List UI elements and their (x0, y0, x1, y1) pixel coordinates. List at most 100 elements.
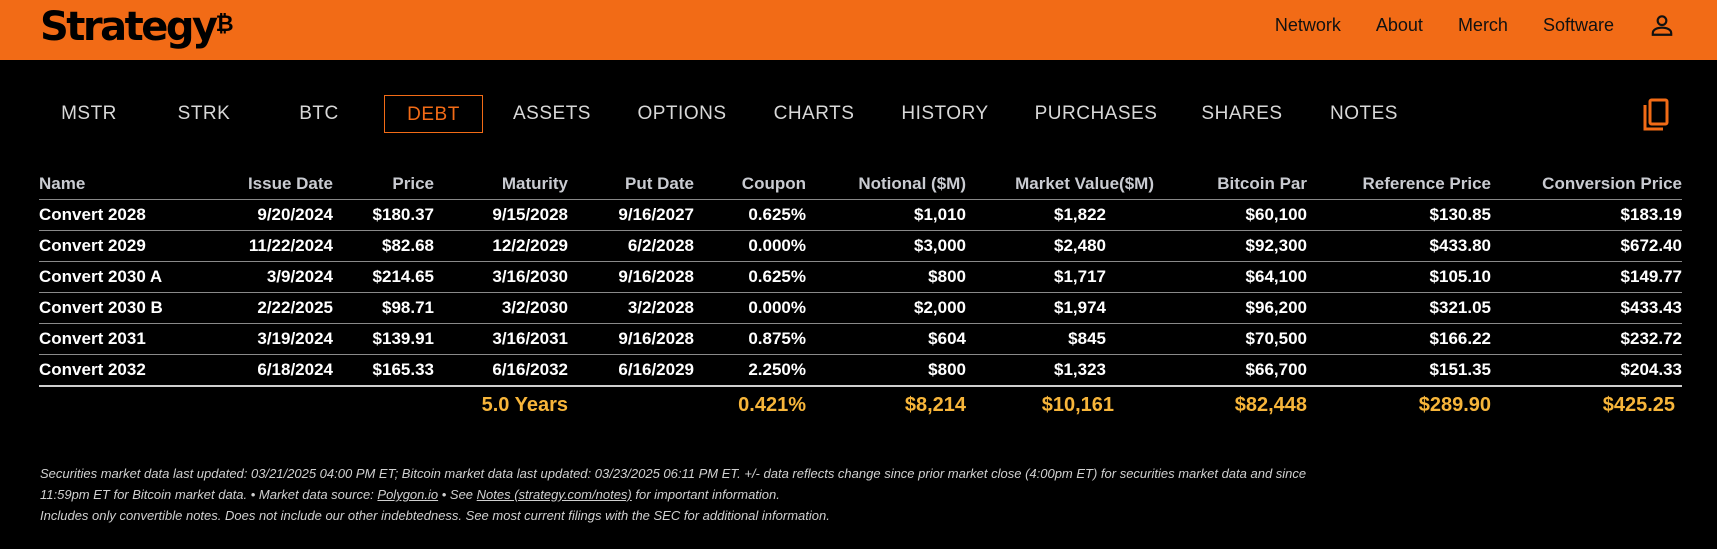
cell-issue-date: 6/18/2024 (186, 354, 333, 387)
cell-market-value: $1,974 (966, 292, 1174, 324)
cell-coupon: 0.625% (694, 261, 806, 293)
notes-link[interactable]: Notes (strategy.com/notes) (476, 487, 632, 502)
cell-maturity: 3/16/2030 (434, 261, 568, 293)
nav-network[interactable]: Network (1274, 14, 1341, 35)
cell-notional: $800 (806, 261, 966, 293)
cell-bitcoin-par: $70,500 (1174, 323, 1307, 355)
cell-name: Convert 2028 (39, 199, 186, 231)
bitcoin-mark-icon: ₿ (215, 12, 234, 37)
tab-btc[interactable]: BTC (299, 103, 339, 124)
cell-price: $214.65 (333, 261, 434, 293)
tab-options[interactable]: OPTIONS (637, 103, 727, 124)
total-market-value: $10,161 (1041, 393, 1114, 416)
cell-coupon: 2.250% (694, 354, 806, 387)
user-account-icon[interactable] (1649, 12, 1675, 38)
col-notional[interactable]: Notional ($M) (806, 169, 966, 200)
cell-maturity: 3/16/2031 (434, 323, 568, 355)
tab-assets[interactable]: ASSETS (513, 103, 591, 124)
cell-issue-date: 9/20/2024 (186, 199, 333, 231)
total-issue-date (186, 386, 333, 423)
cell-name: Convert 2030 B (39, 292, 186, 324)
cell-put-date: 6/16/2029 (568, 354, 694, 387)
table-row: Convert 2029 11/22/2024 $82.68 12/2/2029… (39, 230, 1682, 262)
cell-coupon: 0.000% (694, 292, 806, 324)
col-maturity[interactable]: Maturity (434, 169, 568, 200)
cell-put-date: 3/2/2028 (568, 292, 694, 324)
cell-issue-date: 11/22/2024 (186, 230, 333, 262)
col-market-value[interactable]: Market Value($M) (966, 169, 1174, 200)
cell-coupon: 0.000% (694, 230, 806, 262)
strategy-logo[interactable]: Strategy₿ (40, 2, 234, 56)
top-nav: Network About Merch Software (1275, 0, 1717, 50)
cell-notional: $604 (806, 323, 966, 355)
tab-mstr[interactable]: MSTR (61, 103, 117, 124)
cell-bitcoin-par: $66,700 (1174, 354, 1307, 387)
note-important-text: for important information. (631, 487, 780, 502)
total-conversion-price: $425.25 (1602, 393, 1675, 416)
cell-name: Convert 2029 (39, 230, 186, 262)
tab-notes[interactable]: NOTES (1330, 103, 1398, 124)
cell-notional: $2,000 (806, 292, 966, 324)
cell-coupon: 0.625% (694, 199, 806, 231)
cell-conversion-price: $433.43 (1491, 292, 1682, 324)
cell-put-date: 6/2/2028 (568, 230, 694, 262)
col-bitcoin-par[interactable]: Bitcoin Par (1174, 169, 1307, 200)
total-coupon: 0.421% (738, 393, 806, 416)
cell-notional: $1,010 (806, 199, 966, 231)
cell-conversion-price: $183.19 (1491, 199, 1682, 231)
cell-market-value: $845 (966, 323, 1174, 355)
cell-price: $82.68 (333, 230, 434, 262)
cell-issue-date: 3/9/2024 (186, 261, 333, 293)
cell-maturity: 6/16/2032 (434, 354, 568, 387)
cell-bitcoin-par: $64,100 (1174, 261, 1307, 293)
cell-conversion-price: $149.77 (1491, 261, 1682, 293)
table-row: Convert 2028 9/20/2024 $180.37 9/15/2028… (39, 199, 1682, 231)
total-put-date (568, 386, 694, 423)
cell-put-date: 9/16/2027 (568, 199, 694, 231)
cell-bitcoin-par: $96,200 (1174, 292, 1307, 324)
tab-purchases[interactable]: PURCHASES (1034, 103, 1158, 124)
cell-issue-date: 2/22/2025 (186, 292, 333, 324)
cell-bitcoin-par: $60,100 (1174, 199, 1307, 231)
tab-history[interactable]: HISTORY (901, 103, 989, 124)
col-name[interactable]: Name (39, 169, 186, 200)
nav-about[interactable]: About (1375, 14, 1423, 35)
total-price (333, 386, 434, 423)
tab-shares[interactable]: SHARES (1201, 103, 1283, 124)
table-row: Convert 2030 A 3/9/2024 $214.65 3/16/203… (39, 261, 1682, 293)
cell-notional: $800 (806, 354, 966, 387)
col-coupon[interactable]: Coupon (694, 169, 806, 200)
cell-market-value: $1,323 (966, 354, 1174, 387)
cell-maturity: 12/2/2029 (434, 230, 568, 262)
footnotes: Securities market data last updated: 03/… (40, 463, 1480, 526)
cell-maturity: 9/15/2028 (434, 199, 568, 231)
top-header: Strategy₿ Network About Merch Software (0, 0, 1717, 60)
note-scope: Includes only convertible notes. Does no… (40, 508, 830, 523)
cell-put-date: 9/16/2028 (568, 323, 694, 355)
tab-strk[interactable]: STRK (177, 103, 231, 124)
cell-conversion-price: $672.40 (1491, 230, 1682, 262)
col-conversion-price[interactable]: Conversion Price (1491, 169, 1682, 200)
table-row: Convert 2031 3/19/2024 $139.91 3/16/2031… (39, 323, 1682, 355)
col-reference-price[interactable]: Reference Price (1307, 169, 1491, 200)
copy-icon[interactable] (1641, 98, 1671, 132)
nav-merch[interactable]: Merch (1457, 14, 1508, 35)
col-issue-date[interactable]: Issue Date (186, 169, 333, 200)
col-put-date[interactable]: Put Date (568, 169, 694, 200)
cell-reference-price: $105.10 (1307, 261, 1491, 293)
cell-name: Convert 2032 (39, 354, 186, 387)
total-notional: $8,214 (904, 393, 966, 416)
tab-charts[interactable]: CHARTS (773, 103, 855, 124)
tab-debt[interactable]: DEBT (384, 95, 483, 133)
logo-wordmark: Strategy (40, 4, 218, 50)
nav-software[interactable]: Software (1542, 14, 1614, 35)
cell-put-date: 9/16/2028 (568, 261, 694, 293)
cell-coupon: 0.875% (694, 323, 806, 355)
col-price[interactable]: Price (333, 169, 434, 200)
polygon-link[interactable]: Polygon.io (377, 487, 439, 502)
cell-reference-price: $151.35 (1307, 354, 1491, 387)
cell-reference-price: $130.85 (1307, 199, 1491, 231)
note-sources: 11:59pm ET for Bitcoin market data. • Ma… (40, 484, 1480, 505)
section-tabs: MSTR STRK BTC DEBT ASSETS OPTIONS CHARTS… (0, 95, 1717, 135)
cell-price: $180.37 (333, 199, 434, 231)
